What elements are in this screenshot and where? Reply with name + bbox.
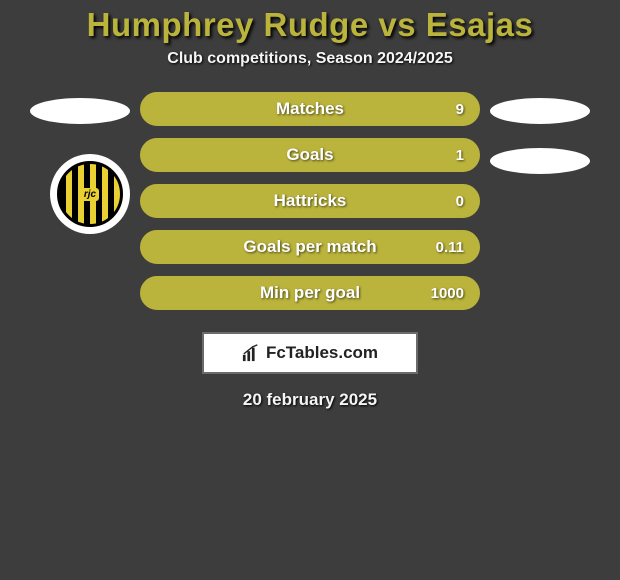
stats-column: Matches9Goals1Hattricks0Goals per match0…	[140, 92, 480, 410]
page-subtitle: Club competitions, Season 2024/2025	[167, 50, 452, 68]
stat-value-right: 0.11	[436, 239, 464, 256]
stat-label: Min per goal	[142, 283, 478, 303]
brand-box[interactable]: FcTables.com	[202, 332, 418, 374]
stat-label: Goals	[142, 145, 478, 165]
brand-label: FcTables.com	[266, 343, 378, 363]
stat-value-right: 1000	[431, 285, 464, 302]
stat-row: Goals1	[140, 138, 480, 172]
stat-label: Goals per match	[142, 237, 478, 257]
left-column: rjc	[20, 92, 140, 410]
stat-value-right: 0	[456, 193, 464, 210]
page-title: Humphrey Rudge vs Esajas	[87, 6, 534, 44]
date-line: 20 february 2025	[243, 390, 377, 410]
club-badge: rjc	[50, 154, 130, 234]
infographic-root: Humphrey Rudge vs Esajas Club competitio…	[0, 0, 620, 410]
avatar-placeholder-right-2	[490, 148, 590, 174]
stat-row: Hattricks0	[140, 184, 480, 218]
bar-chart-icon	[242, 344, 260, 362]
stat-row: Goals per match0.11	[140, 230, 480, 264]
club-badge-label: rjc	[81, 188, 99, 201]
avatar-placeholder-left	[30, 98, 130, 124]
content-row: rjc Matches9 Goals1 Hattricks0 Goals per ma…	[0, 92, 620, 410]
club-badge-stripes: rjc	[57, 161, 123, 227]
stat-value-right: 9	[456, 101, 464, 118]
stat-row: Matches9	[140, 92, 480, 126]
avatar-placeholder-right-1	[490, 98, 590, 124]
stat-label: Matches	[142, 99, 478, 119]
stat-value-right: 1	[456, 147, 464, 164]
stat-label: Hattricks	[142, 191, 478, 211]
stat-row: Min per goal1000	[140, 276, 480, 310]
right-column	[480, 92, 600, 410]
